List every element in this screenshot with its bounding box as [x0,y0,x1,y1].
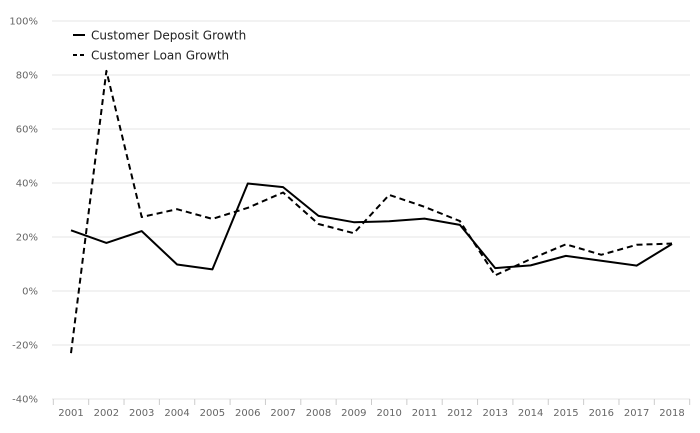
data-point [210,217,214,221]
data-point [316,214,320,218]
x-tick-label: 2017 [624,408,649,419]
x-tick-label: 2016 [589,408,614,419]
x-tick-label: 2004 [164,408,189,419]
legend-label: Customer Loan Growth [91,49,229,63]
y-tick-label: 0% [22,287,38,298]
data-point [175,263,179,267]
data-point [140,215,144,219]
data-point [493,273,497,277]
data-point [281,185,285,189]
y-axis: 100% 80% 60% 40% 20% 0% -20% -40% [9,17,38,406]
data-point [104,241,108,245]
x-tick-label: 2013 [483,408,508,419]
data-point [140,229,144,233]
data-point [635,264,639,268]
data-point [423,217,427,221]
data-point [387,193,391,197]
data-point [69,351,73,355]
data-point [210,267,214,271]
y-tick-label: 20% [16,233,38,244]
data-point [635,243,639,247]
x-tick-label: 2006 [235,408,260,419]
data-point [670,241,674,245]
x-tick-label: 2009 [341,408,366,419]
data-point [493,266,497,270]
y-tick-label: 80% [16,71,38,82]
y-tick-label: 40% [16,179,38,190]
y-tick-label: -20% [12,341,38,352]
y-tick-label: -40% [12,395,38,406]
x-tick-label: 2002 [94,408,119,419]
x-axis: 2001 2002 2003 2004 2005 2006 2007 2008 2009 2010… [52,399,691,419]
data-point [458,219,462,223]
gridlines [52,20,690,400]
x-tick-label: 2012 [447,408,472,419]
x-tick-label: 2005 [200,408,225,419]
x-tick-label: 2014 [518,408,543,419]
data-point [564,242,568,246]
x-tick-label: 2015 [553,408,578,419]
x-tick-label: 2001 [58,408,83,419]
data-point [423,205,427,209]
data-point [281,190,285,194]
data-point [529,263,533,267]
data-point [458,223,462,227]
x-tick-label: 2008 [306,408,331,419]
y-tick-label: 100% [9,17,38,28]
x-tick-label: 2003 [129,408,154,419]
data-point [599,253,603,257]
data-point [352,220,356,224]
data-point [246,182,250,186]
series-lines [69,69,674,355]
x-tick-label: 2011 [412,408,437,419]
series-line-deposit-growth [70,182,673,271]
data-point [316,222,320,226]
data-point [529,257,533,261]
x-tick-label: 2018 [659,408,684,419]
legend-label: Customer Deposit Growth [91,29,246,43]
data-point [564,254,568,258]
data-point [104,69,108,73]
data-point [246,206,250,210]
legend: Customer Deposit Growth Customer Loan Gro… [73,29,246,63]
data-point [69,228,73,232]
x-tick-label: 2010 [376,408,401,419]
y-tick-label: 60% [16,125,38,136]
x-tick-label: 2007 [270,408,295,419]
data-point [175,207,179,211]
data-point [352,231,356,235]
data-point [599,259,603,263]
data-point [387,219,391,223]
series-line-loan-growth [70,69,673,354]
